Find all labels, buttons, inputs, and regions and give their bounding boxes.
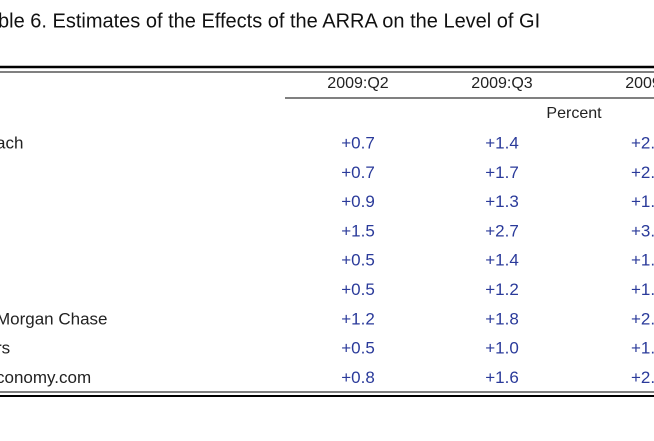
cell-value: +0.7: [341, 133, 375, 152]
cell-value: +0.5: [341, 339, 375, 358]
cell-value: +1.3: [485, 192, 519, 211]
cell-value: +2.: [631, 309, 654, 328]
cell-value: +1.0: [485, 339, 519, 358]
cell-value: +2.7: [485, 221, 519, 240]
cell-value: +1.8: [485, 309, 519, 328]
cell-value: +1.: [631, 280, 654, 299]
cell-value: +2.: [631, 133, 654, 152]
cell-value: +0.7: [341, 163, 375, 182]
column-header: 2009: [625, 75, 654, 92]
table-title: ble 6. Estimates of the Effects of the A…: [0, 10, 540, 32]
cell-value: +0.9: [341, 192, 375, 211]
cell-value: +1.: [631, 251, 654, 270]
cell-value: +1.: [631, 339, 654, 358]
cell-value: +2.: [631, 368, 654, 387]
cell-value: +1.6: [485, 368, 519, 387]
unit-label: Percent: [546, 105, 602, 122]
row-label: ach: [0, 133, 23, 152]
cell-value: +1.5: [341, 221, 375, 240]
row-label: rs: [0, 339, 10, 358]
cell-value: +1.4: [485, 251, 519, 270]
cell-value: +3.: [631, 221, 654, 240]
row-label: conomy.com: [0, 368, 91, 387]
column-header: 2009:Q3: [471, 75, 532, 92]
cell-value: +1.4: [485, 133, 519, 152]
cell-value: +0.5: [341, 280, 375, 299]
cell-value: +1.2: [341, 309, 375, 328]
cell-value: +1.7: [485, 163, 519, 182]
cell-value: +0.8: [341, 368, 375, 387]
cell-value: +1.2: [485, 280, 519, 299]
table-body: 2009:Q2 2009:Q3 2009 ach +0.7 +1.4 +2. +0.7 +1.7…: [0, 75, 654, 387]
cell-value: +2.: [631, 163, 654, 182]
column-header: 2009:Q2: [327, 75, 388, 92]
cell-value: +0.5: [341, 251, 375, 270]
row-label: Morgan Chase: [0, 309, 108, 328]
cell-value: +1.: [631, 192, 654, 211]
